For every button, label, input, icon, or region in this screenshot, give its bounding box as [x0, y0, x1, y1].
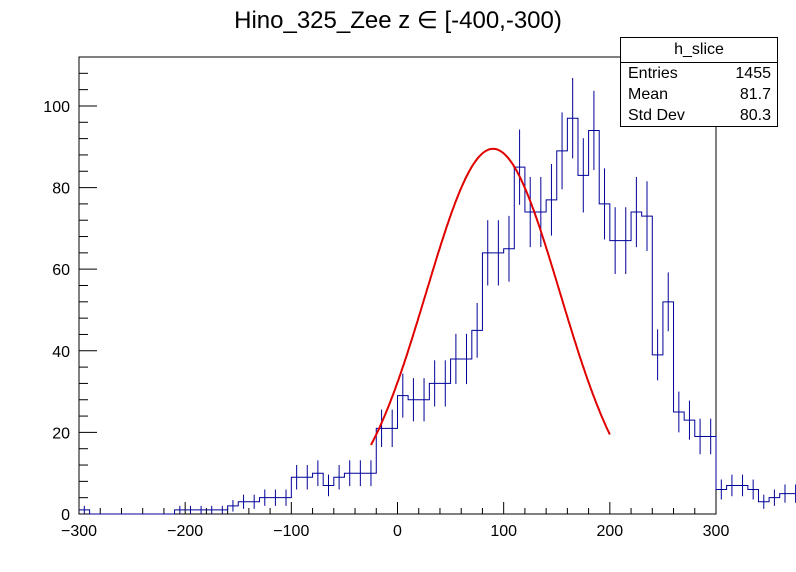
y-tick-label: 0 — [61, 507, 70, 524]
gaussian-fit-curve — [370, 147, 611, 446]
x-tick-label: −100 — [273, 523, 309, 540]
stats-stddev-value: 80.3 — [739, 107, 771, 124]
stats-stddev-row: Std Dev 80.3 — [621, 105, 777, 126]
x-tick-label: −300 — [61, 523, 97, 540]
x-tick-label: −200 — [167, 523, 203, 540]
histogram-outline — [79, 117, 796, 515]
stats-mean-value: 81.7 — [739, 86, 771, 103]
y-tick-label: 80 — [52, 181, 70, 198]
y-tick-label: 100 — [43, 99, 70, 116]
stats-entries-value: 1455 — [735, 65, 771, 82]
x-tick-label: 300 — [703, 523, 730, 540]
stats-entries-label: Entries — [628, 65, 678, 82]
chart-title: Hino_325_Zee z ∈ [-400,-300) — [234, 7, 562, 34]
stats-box: h_slice Entries 1455 Mean 81.7 Std Dev 8… — [620, 37, 778, 127]
stats-stddev-label: Std Dev — [628, 107, 685, 124]
x-tick-label: 200 — [596, 523, 623, 540]
y-tick-label: 20 — [52, 425, 70, 442]
stats-mean-label: Mean — [628, 86, 669, 103]
y-tick-label: 40 — [52, 344, 70, 361]
x-tick-label: 100 — [490, 523, 517, 540]
stats-mean-row: Mean 81.7 — [621, 84, 777, 105]
x-tick-label: 0 — [393, 523, 402, 540]
y-tick-label: 60 — [52, 262, 70, 279]
stats-entries-row: Entries 1455 — [621, 63, 777, 84]
stats-box-name: h_slice — [621, 38, 777, 63]
